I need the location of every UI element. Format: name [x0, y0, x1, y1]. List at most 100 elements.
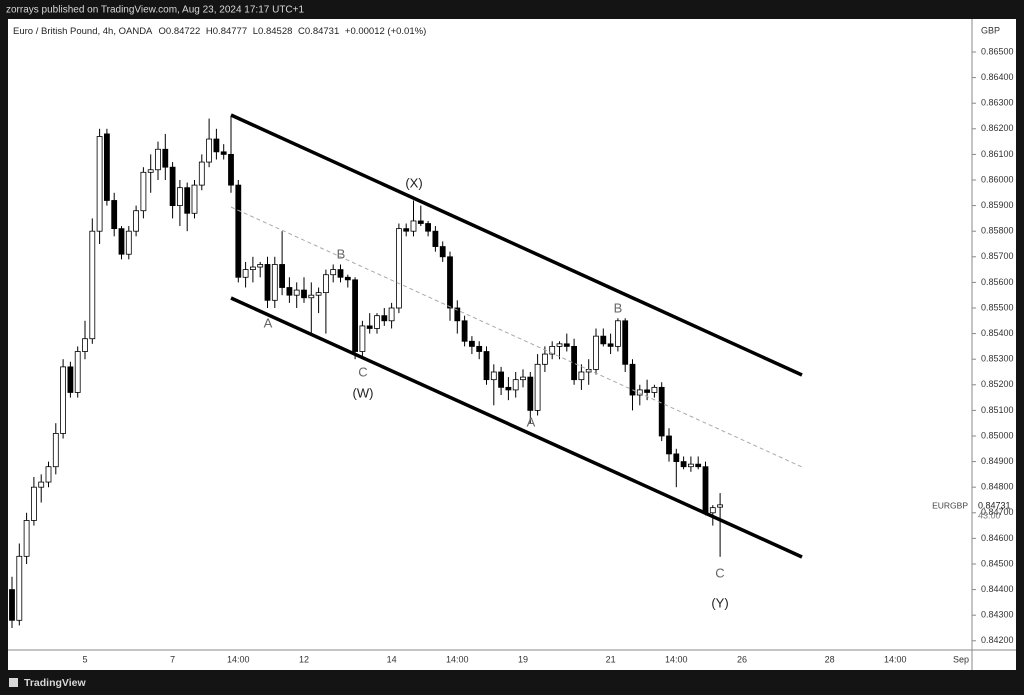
candle-body	[673, 453, 680, 462]
candle-body	[425, 223, 432, 232]
x-tick-label: 7	[170, 654, 175, 664]
candle-body	[9, 589, 15, 621]
symbol-line: Euro / British Pound, 4h, OANDA O0.84722…	[13, 26, 426, 37]
publisher: zorrays published on TradingView.com, Au…	[6, 5, 304, 16]
candle-body	[366, 325, 373, 329]
candle-body	[709, 507, 716, 514]
candle-body	[52, 433, 59, 468]
y-tick-label: 0.85000	[981, 430, 1014, 440]
candle-body	[23, 520, 30, 557]
y-tick-label: 0.84600	[981, 533, 1014, 543]
candle-body	[615, 320, 621, 347]
x-tick-label: 21	[606, 654, 616, 664]
candle-body	[505, 386, 512, 391]
candle-body	[593, 335, 599, 370]
candle-body	[395, 228, 402, 309]
candle-body	[118, 228, 125, 255]
footer-brand: TradingView	[24, 677, 86, 689]
candle-body	[578, 371, 585, 381]
symbol: Euro / British Pound, 4h, OANDA	[13, 26, 153, 37]
y-tick-label: 0.85800	[981, 226, 1014, 236]
candle-body	[38, 481, 45, 488]
candle-body	[184, 187, 191, 214]
candle-body	[454, 307, 461, 322]
candle-body	[636, 389, 643, 396]
x-tick-label: 28	[825, 654, 835, 664]
wave-label: (W)	[353, 385, 374, 400]
candle-body	[140, 171, 147, 212]
candle-body	[432, 230, 439, 247]
y-tick-label: 0.84500	[981, 558, 1014, 568]
ohlc-label: L	[253, 26, 258, 37]
candle-body	[337, 269, 344, 278]
candle-body	[257, 264, 264, 268]
y-tick-label: 0.86300	[981, 98, 1014, 108]
y-tick-label: 0.85500	[981, 302, 1014, 312]
y-tick-label: 0.85700	[981, 251, 1014, 261]
candle-body	[468, 340, 475, 347]
candle-body	[527, 376, 534, 411]
candle-body	[45, 466, 52, 483]
candle-body	[198, 161, 205, 186]
y-tick-label: 0.84400	[981, 584, 1014, 594]
wave-label: B	[337, 246, 346, 261]
x-tick-label: 14:00	[227, 654, 250, 664]
candle-body	[651, 386, 658, 393]
candle-body	[279, 264, 286, 288]
candle-body	[176, 187, 183, 206]
logo-mark	[9, 678, 18, 687]
wave-label: (X)	[405, 175, 422, 190]
channel-lower	[230, 296, 803, 559]
x-tick-label: 14:00	[446, 654, 469, 664]
candle-body	[695, 463, 702, 468]
y-tick-label: 0.86100	[981, 149, 1014, 159]
candle-body	[447, 256, 453, 309]
candle-body	[155, 148, 161, 171]
candle-body	[30, 486, 37, 521]
price-tag-price: 0.84731	[978, 500, 1011, 510]
y-tick-label: 0.84700	[981, 507, 1014, 517]
candle-body	[264, 264, 271, 301]
candle-body	[315, 292, 322, 296]
y-tick-label: 0.85400	[981, 328, 1014, 338]
ohlc-value: 0.84528	[258, 26, 292, 37]
candle-body	[249, 266, 256, 270]
ohlc-label: O	[159, 26, 166, 37]
candle-body	[461, 320, 468, 342]
candle-body	[191, 184, 198, 214]
candle-body	[286, 287, 293, 296]
candle-body	[308, 294, 315, 299]
candle-body	[556, 343, 563, 347]
x-tick-label: Sep	[953, 654, 969, 664]
x-tick-label: 14:00	[884, 654, 907, 664]
candle-body	[344, 276, 351, 281]
candle-body	[60, 366, 66, 434]
x-tick-label: 12	[299, 654, 309, 664]
wave-label: B	[614, 300, 623, 315]
candle-body	[702, 466, 709, 514]
candle-body	[125, 230, 132, 255]
candle-body	[322, 274, 329, 294]
candle-body	[74, 351, 81, 393]
candle-body	[403, 228, 410, 232]
wave-label: A	[527, 414, 536, 429]
candle-body	[439, 246, 446, 258]
y-tick-label: 0.84200	[981, 635, 1014, 645]
candle-body	[717, 504, 723, 508]
candle-body	[542, 353, 548, 365]
y-tick-label: 0.85900	[981, 200, 1014, 210]
candle-body	[206, 138, 213, 163]
candle-body	[607, 343, 614, 347]
candle-body	[374, 315, 380, 329]
candle-body	[483, 351, 490, 381]
candle-body	[512, 379, 519, 391]
candle-body	[680, 461, 687, 468]
y-tick-label: 0.84900	[981, 456, 1014, 466]
candle-body	[629, 363, 636, 396]
wave-label: (Y)	[711, 595, 728, 610]
candle-body	[242, 269, 249, 278]
candle-body	[417, 220, 424, 224]
candle-body	[82, 338, 88, 352]
plot: 0.84200 0.84300 0.84400 0.84500 0.84600 0.847…	[9, 46, 1014, 664]
x-tick-label: 26	[737, 654, 747, 664]
